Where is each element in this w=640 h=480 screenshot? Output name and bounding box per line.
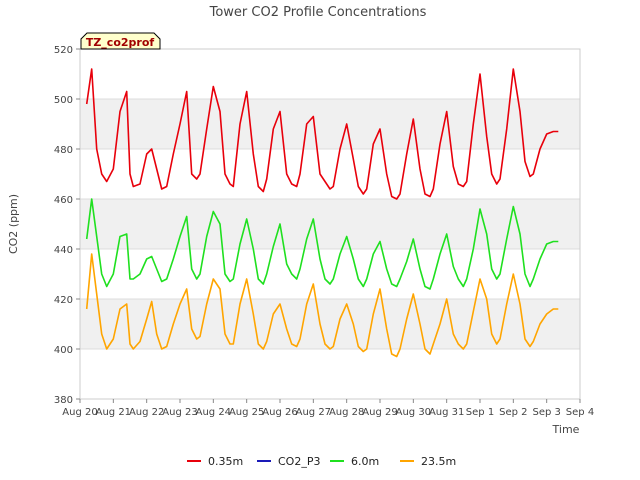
x-tick-label: Aug 23	[162, 407, 197, 418]
x-tick-label: Aug 30	[396, 407, 431, 418]
x-tick-label: Aug 24	[196, 407, 231, 418]
x-axis-label: Time	[552, 423, 580, 436]
series-line-23-5m	[85, 253, 559, 358]
grid-band	[80, 299, 580, 349]
y-tick-label: 460	[54, 195, 73, 206]
legend: 0.35m CO2_P3 6.0m 23.5m	[187, 455, 456, 468]
x-tick-label: Aug 28	[329, 407, 364, 418]
x-tick-label: Sep 2	[499, 407, 527, 418]
plot-area	[79, 48, 581, 400]
y-axis-label: CO2 (ppm)	[7, 194, 20, 254]
series-line-6-0m	[85, 198, 559, 290]
y-axis: 380 400 420 440 460 480 500 520	[54, 45, 80, 406]
x-tick-label: Aug 21	[96, 407, 131, 418]
x-tick-label: Aug 27	[296, 407, 331, 418]
series-lines	[85, 68, 559, 358]
x-tick-label: Aug 22	[129, 407, 164, 418]
grid-band	[80, 99, 580, 149]
x-tick-label: Aug 29	[362, 407, 397, 418]
y-tick-label: 520	[54, 45, 73, 56]
x-tick-label: Sep 3	[532, 407, 560, 418]
site-label: TZ_co2prof	[86, 36, 155, 49]
x-tick-label: Sep 4	[566, 407, 594, 418]
plot-border	[79, 48, 581, 400]
x-tick-label: Aug 26	[262, 407, 297, 418]
legend-label: CO2_P3	[278, 455, 320, 468]
x-tick-label: Aug 31	[429, 407, 464, 418]
legend-label: 23.5m	[421, 455, 456, 468]
y-tick-label: 440	[54, 245, 73, 256]
x-tick-label: Sep 1	[466, 407, 494, 418]
grid-band	[80, 199, 580, 249]
site-label-background	[80, 32, 161, 50]
x-tick-label: Aug 25	[229, 407, 264, 418]
legend-label: 0.35m	[208, 455, 243, 468]
y-tick-label: 400	[54, 345, 73, 356]
y-tick-label: 480	[54, 145, 73, 156]
legend-label: 6.0m	[351, 455, 379, 468]
y-tick-label: 380	[54, 395, 73, 406]
y-tick-label: 500	[54, 95, 73, 106]
y-tick-label: 420	[54, 295, 73, 306]
x-tick-label: Aug 20	[62, 407, 97, 418]
site-label-box: TZ_co2prof	[80, 32, 161, 50]
series-line-0-35m	[85, 68, 559, 200]
chart-title: Tower CO2 Profile Concentrations	[209, 5, 427, 20]
